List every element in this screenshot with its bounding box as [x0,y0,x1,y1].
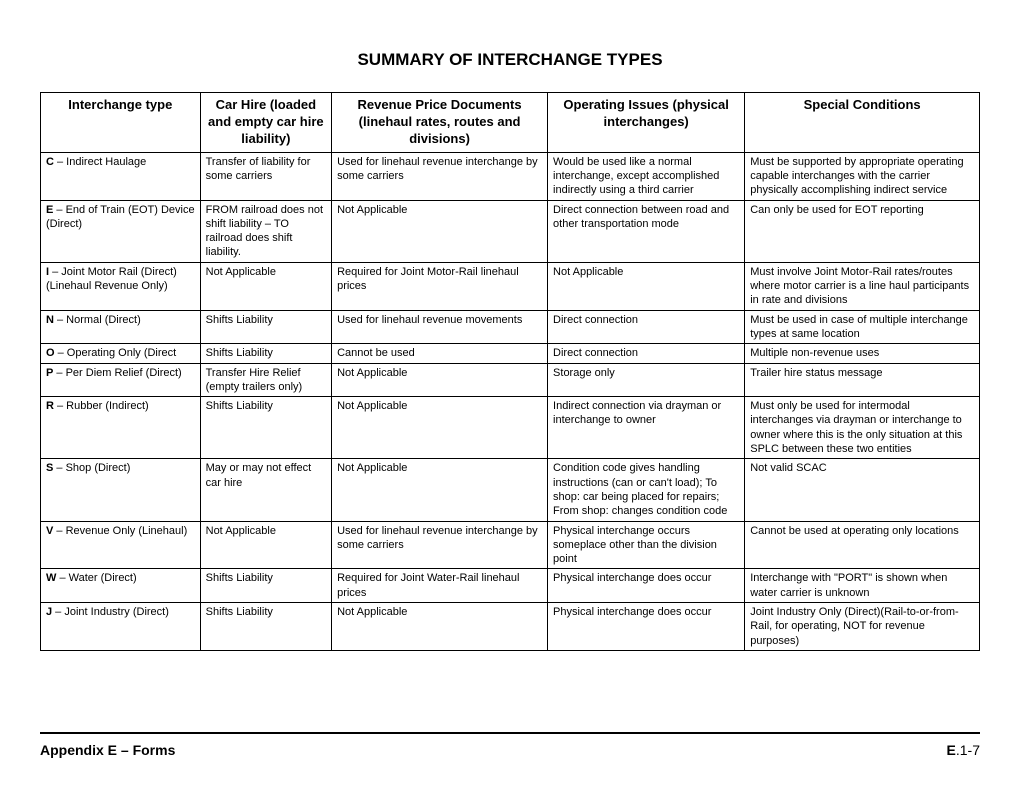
footer-left: Appendix E – Forms [40,742,175,758]
cell-operating-issues: Would be used like a normal interchange,… [548,152,745,200]
footer-right-rest: .1-7 [956,742,980,758]
cell-special-conditions: Interchange with "PORT" is shown when wa… [745,569,980,603]
cell-operating-issues: Direct connection [548,344,745,363]
table-row: N – Normal (Direct)Shifts LiabilityUsed … [41,310,980,344]
cell-revenue-price: Not Applicable [332,459,548,521]
interchange-label: – Rubber (Indirect) [54,400,149,412]
interchange-code: R [46,400,54,412]
cell-revenue-price: Used for linehaul revenue movements [332,310,548,344]
table-row: O – Operating Only (DirectShifts Liabili… [41,344,980,363]
table-header-row: Interchange type Car Hire (loaded and em… [41,93,980,153]
interchange-label: – End of Train (EOT) Device (Direct) [46,204,195,230]
table-row: J – Joint Industry (Direct)Shifts Liabil… [41,602,980,650]
cell-car-hire: FROM railroad does not shift liability –… [200,200,331,262]
cell-operating-issues: Direct connection between road and other… [548,200,745,262]
cell-operating-issues: Direct connection [548,310,745,344]
cell-operating-issues: Indirect connection via drayman or inter… [548,397,745,459]
cell-operating-issues: Not Applicable [548,262,745,310]
page-footer: Appendix E – Forms E.1-7 [40,732,980,758]
cell-interchange-type: S – Shop (Direct) [41,459,201,521]
cell-car-hire: Transfer of liability for some carriers [200,152,331,200]
cell-car-hire: Transfer Hire Relief (empty trailers onl… [200,363,331,397]
cell-revenue-price: Required for Joint Water-Rail linehaul p… [332,569,548,603]
cell-car-hire: Shifts Liability [200,397,331,459]
cell-special-conditions: Can only be used for EOT reporting [745,200,980,262]
col-header-car-hire: Car Hire (loaded and empty car hire liab… [200,93,331,153]
cell-revenue-price: Not Applicable [332,602,548,650]
cell-operating-issues: Storage only [548,363,745,397]
col-header-revenue-price: Revenue Price Documents (linehaul rates,… [332,93,548,153]
table-row: W – Water (Direct)Shifts LiabilityRequir… [41,569,980,603]
table-row: E – End of Train (EOT) Device (Direct)FR… [41,200,980,262]
cell-car-hire: Not Applicable [200,521,331,569]
table-row: I – Joint Motor Rail (Direct) (Linehaul … [41,262,980,310]
cell-interchange-type: E – End of Train (EOT) Device (Direct) [41,200,201,262]
cell-operating-issues: Physical interchange occurs someplace ot… [548,521,745,569]
interchange-code: C [46,156,54,168]
table-row: P – Per Diem Relief (Direct)Transfer Hir… [41,363,980,397]
cell-interchange-type: R – Rubber (Indirect) [41,397,201,459]
cell-operating-issues: Physical interchange does occur [548,569,745,603]
cell-car-hire: Shifts Liability [200,344,331,363]
table-row: S – Shop (Direct)May or may not effect c… [41,459,980,521]
cell-interchange-type: P – Per Diem Relief (Direct) [41,363,201,397]
cell-interchange-type: J – Joint Industry (Direct) [41,602,201,650]
cell-special-conditions: Multiple non-revenue uses [745,344,980,363]
cell-car-hire: May or may not effect car hire [200,459,331,521]
cell-interchange-type: N – Normal (Direct) [41,310,201,344]
interchange-label: – Normal (Direct) [54,314,141,326]
cell-special-conditions: Must be supported by appropriate operati… [745,152,980,200]
cell-interchange-type: C – Indirect Haulage [41,152,201,200]
col-header-interchange-type: Interchange type [41,93,201,153]
cell-special-conditions: Cannot be used at operating only locatio… [745,521,980,569]
table-row: V – Revenue Only (Linehaul)Not Applicabl… [41,521,980,569]
interchange-table: Interchange type Car Hire (loaded and em… [40,92,980,651]
cell-revenue-price: Not Applicable [332,363,548,397]
interchange-code: N [46,314,54,326]
interchange-label: – Revenue Only (Linehaul) [53,525,187,537]
cell-revenue-price: Used for linehaul revenue interchange by… [332,152,548,200]
interchange-label: – Operating Only (Direct [55,347,177,359]
interchange-label: – Indirect Haulage [54,156,146,168]
cell-interchange-type: V – Revenue Only (Linehaul) [41,521,201,569]
footer-rule [40,732,980,734]
cell-special-conditions: Joint Industry Only (Direct)(Rail-to-or-… [745,602,980,650]
cell-revenue-price: Used for linehaul revenue interchange by… [332,521,548,569]
cell-operating-issues: Physical interchange does occur [548,602,745,650]
cell-special-conditions: Must only be used for intermodal interch… [745,397,980,459]
interchange-label: – Joint Motor Rail (Direct) (Linehaul Re… [46,266,177,292]
cell-revenue-price: Required for Joint Motor-Rail linehaul p… [332,262,548,310]
page-title: SUMMARY OF INTERCHANGE TYPES [40,50,980,70]
interchange-code: W [46,572,56,584]
cell-revenue-price: Not Applicable [332,200,548,262]
cell-revenue-price: Cannot be used [332,344,548,363]
interchange-label: – Shop (Direct) [53,462,130,474]
interchange-label: – Per Diem Relief (Direct) [53,367,181,379]
cell-interchange-type: I – Joint Motor Rail (Direct) (Linehaul … [41,262,201,310]
cell-car-hire: Shifts Liability [200,569,331,603]
cell-interchange-type: O – Operating Only (Direct [41,344,201,363]
cell-special-conditions: Trailer hire status message [745,363,980,397]
cell-interchange-type: W – Water (Direct) [41,569,201,603]
interchange-label: – Joint Industry (Direct) [52,606,169,618]
footer-right: E.1-7 [947,742,980,758]
cell-car-hire: Shifts Liability [200,310,331,344]
footer-line: Appendix E – Forms E.1-7 [40,742,980,758]
interchange-code: O [46,347,55,359]
cell-special-conditions: Must be used in case of multiple interch… [745,310,980,344]
col-header-special-conditions: Special Conditions [745,93,980,153]
cell-operating-issues: Condition code gives handling instructio… [548,459,745,521]
interchange-label: – Water (Direct) [56,572,136,584]
table-row: C – Indirect HaulageTransfer of liabilit… [41,152,980,200]
table-row: R – Rubber (Indirect)Shifts LiabilityNot… [41,397,980,459]
cell-special-conditions: Not valid SCAC [745,459,980,521]
cell-car-hire: Shifts Liability [200,602,331,650]
col-header-operating-issues: Operating Issues (physical interchanges) [548,93,745,153]
footer-right-bold: E [947,742,956,758]
cell-special-conditions: Must involve Joint Motor-Rail rates/rout… [745,262,980,310]
cell-revenue-price: Not Applicable [332,397,548,459]
cell-car-hire: Not Applicable [200,262,331,310]
